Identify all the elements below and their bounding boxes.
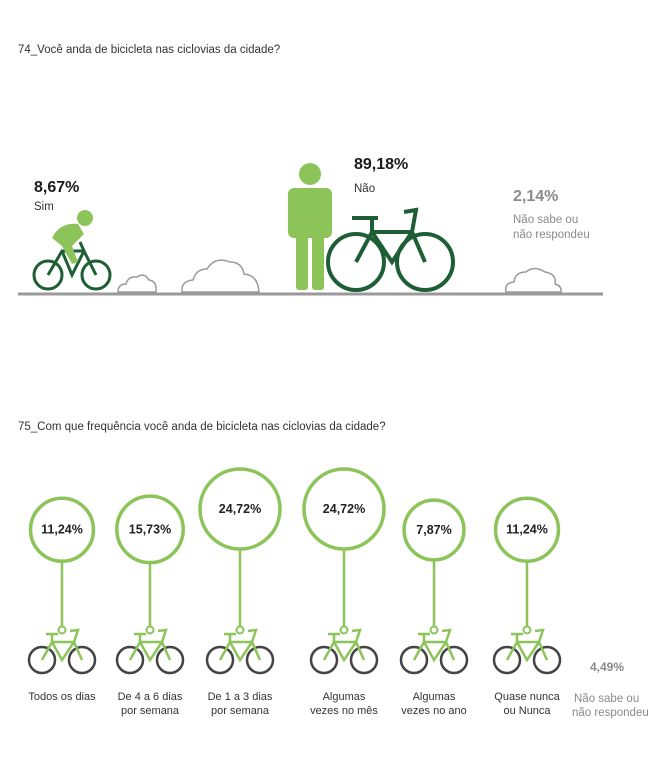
category-label-line2: vezes no mês [310,705,378,717]
ns-label-2: não respondeu [513,229,590,241]
frequency-category-label: Todos os dias [14,690,110,704]
cloud-icon [117,274,157,293]
frequency-bubble [28,496,96,635]
q75-ns-percent: 4,49% [590,660,625,674]
category-label-line2: vezes no ano [401,705,467,717]
frequency-bubble [198,467,282,635]
frequency-bubble [493,496,561,635]
cloud-icon [181,259,260,293]
ns-label-1: Não sabe ou [513,214,579,226]
frequency-category-label: Quase nunca ou Nunca [479,690,575,718]
rider-figure [52,210,93,264]
person-icon [288,163,332,290]
q75-ns-label-2: não respondeu [572,707,649,719]
category-label-line2: ou Nunca [503,705,551,717]
bubble-value-label: 15,73% [129,522,171,536]
question-75-title: 75_Com que frequência você anda de bicic… [18,421,386,433]
frequency-bubble [302,467,386,635]
category-label-line1: Algumas [412,691,456,703]
bubble-value-label: 24,72% [323,502,365,516]
category-label-line1: Quase nunca [494,691,560,703]
frequency-category-label: De 1 a 3 dias por semana [192,690,288,718]
question-74-title: 74_Você anda de bicicleta nas ciclovias … [18,44,281,56]
category-label-line2: por semana [210,705,270,717]
category-label-line1: De 1 a 3 dias [207,691,273,703]
bicycle-icon [399,628,469,675]
nao-label: Não [354,183,376,195]
frequency-category-label: Algumas vezes no mês [296,690,392,718]
category-label-line2: por semana [120,705,180,717]
bicycle-icon [205,628,275,675]
bubble-value-label: 7,87% [416,523,451,537]
bubble-value-label: 11,24% [506,523,548,537]
bicycle-icon [309,628,379,675]
nao-percent: 89,18% [354,156,409,173]
sim-percent: 8,67% [34,179,80,196]
category-label-line1: De 4 a 6 dias [117,691,183,703]
cloud-icon [504,267,562,293]
frequency-bubble [115,494,185,635]
category-label-line1: Algumas [322,691,366,703]
bubble-value-label: 11,24% [41,523,83,537]
bicycle-icon [326,207,455,292]
bicycle-icon [492,628,562,675]
bicycle-icon [115,628,185,675]
q75-ns-label-1: Não sabe ou [574,693,640,705]
bicycle-icon [27,628,97,675]
frequency-category-label: Algumas vezes no ano [386,690,482,718]
ns-percent: 2,14% [513,188,559,205]
sim-label: Sim [34,201,54,213]
frequency-category-label: De 4 a 6 dias por semana [102,690,198,718]
category-label-line1: Todos os dias [28,691,96,703]
frequency-bubble [402,498,466,635]
bubble-value-label: 24,72% [219,502,261,516]
